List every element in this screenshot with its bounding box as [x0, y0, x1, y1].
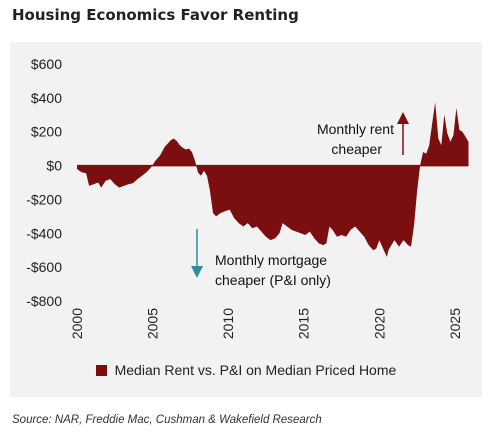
source-note: Source: NAR, Freddie Mac, Cushman & Wake… [12, 414, 322, 426]
chart-title: Housing Economics Favor Renting [12, 6, 299, 24]
legend-label: Median Rent vs. P&I on Median Priced Hom… [114, 362, 397, 378]
series-layer [77, 102, 469, 257]
y-tick-label: -$400 [26, 225, 62, 241]
annotation-rent-line-1: Monthly rent [317, 121, 394, 137]
series-area [77, 102, 469, 257]
y-tick-label: $0 [46, 158, 62, 174]
x-tick-label: 2005 [145, 308, 161, 339]
y-tick-label: $200 [31, 124, 62, 140]
y-axis: $600 $400 $200 $0 -$200 -$400 -$600 -$800 [26, 56, 62, 309]
chart-svg: $600$400$200$0-$200-$400-$600-$800 2000 2… [26, 56, 469, 339]
x-axis: 2000 2005 2010 2015 2020 2025 [69, 308, 463, 339]
x-tick-label: 2020 [371, 308, 387, 339]
y-tick-label: -$200 [26, 191, 62, 207]
x-tick-label: 2000 [69, 308, 85, 339]
x-tick-label: 2010 [220, 308, 236, 339]
annotation-mortgage-line-1: Monthly mortgage [215, 252, 327, 268]
y-tick-label: -$800 [26, 293, 62, 309]
legend-swatch [95, 365, 107, 376]
chart-panel: $600 $400 $200 $0 -$200 -$400 -$600 -$800 2000 2… [10, 42, 482, 397]
annotation-mortgage-cheaper: Monthly mortgage cheaper (P&I only) [191, 229, 331, 288]
legend: Median Rent vs. P&I on Median Priced Hom… [10, 362, 482, 378]
annotation-mortgage-line-2: cheaper (P&I only) [215, 272, 331, 288]
y-tick-label: $600 [31, 56, 62, 72]
x-tick-label: 2025 [447, 308, 463, 339]
annotation-rent-cheaper: Monthly rent cheaper [317, 112, 409, 157]
x-tick-label: 2015 [296, 308, 312, 339]
y-tick-label: $400 [31, 90, 62, 106]
y-tick-label: -$600 [26, 259, 62, 275]
annotation-rent-line-2: cheaper [331, 141, 382, 157]
